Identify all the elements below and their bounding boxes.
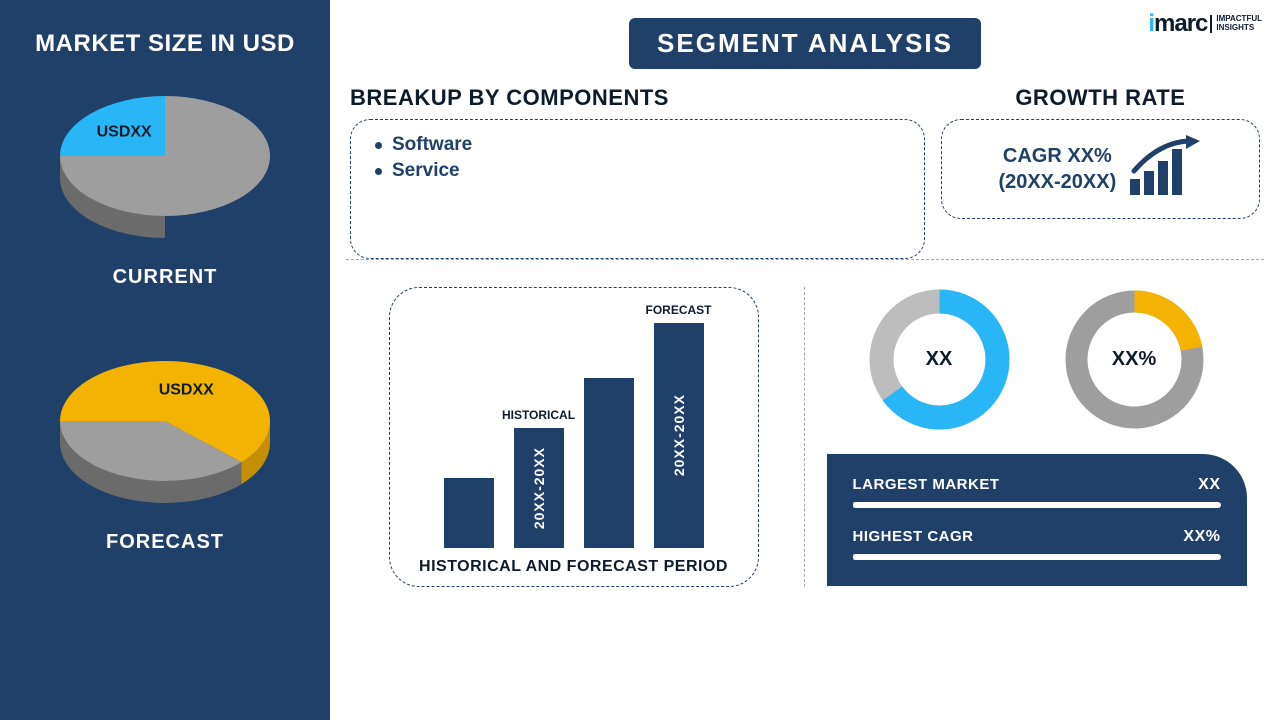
breakup-title: BREAKUP BY COMPONENTS bbox=[350, 85, 925, 111]
svg-text:USDXX: USDXX bbox=[159, 381, 214, 398]
donut-label: XX bbox=[867, 287, 1012, 432]
svg-text:USDXX: USDXX bbox=[97, 124, 152, 141]
growth-chart-icon bbox=[1128, 135, 1202, 204]
pie-block: USDXX CURRENT bbox=[10, 84, 320, 289]
pie-chart-icon: USDXX bbox=[50, 349, 280, 519]
brand-logo: imarc IMPACTFULINSIGHTS bbox=[1148, 10, 1262, 38]
stat-value: XX% bbox=[1183, 528, 1220, 546]
historical-forecast-column: HISTORICAL20XX-20XXFORECAST20XX-20XX HIS… bbox=[350, 273, 797, 587]
stat-bar bbox=[853, 502, 1221, 508]
growth-box: CAGR XX% (20XX-20XX) bbox=[941, 119, 1260, 219]
stat-bar-fill bbox=[853, 502, 1166, 508]
stat-label: HIGHEST CAGR bbox=[853, 528, 974, 545]
page-title-wrap: SEGMENT ANALYSIS bbox=[330, 0, 1280, 69]
donut-chart: XX% bbox=[1062, 287, 1207, 432]
bar-top-label: HISTORICAL bbox=[502, 408, 575, 422]
stat-bar bbox=[853, 554, 1221, 560]
pie-charts-container: USDXX CURRENT USDXX FORECAST bbox=[10, 84, 320, 584]
growth-column: GROWTH RATE CAGR XX% (20XX-20XX) bbox=[941, 85, 1260, 259]
bar-vertical-text: 20XX-20XX bbox=[531, 447, 547, 529]
main-content: imarc IMPACTFULINSIGHTS SEGMENT ANALYSIS… bbox=[330, 0, 1280, 720]
bar-top-label: FORECAST bbox=[646, 303, 712, 317]
historical-forecast-title: HISTORICAL AND FORECAST PERIOD bbox=[412, 558, 736, 576]
pie-block: USDXX FORECAST bbox=[10, 349, 320, 554]
growth-line2: (20XX-20XX) bbox=[998, 169, 1116, 195]
bar-vertical-text: 20XX-20XX bbox=[671, 394, 687, 476]
stat-value: XX bbox=[1198, 476, 1220, 494]
sidebar-title: MARKET SIZE IN USD bbox=[35, 30, 295, 58]
stats-column: XX XX% LARGEST MARKET XX HIGHEST CAGR XX… bbox=[813, 273, 1260, 587]
historical-forecast-box: HISTORICAL20XX-20XXFORECAST20XX-20XX HIS… bbox=[389, 287, 759, 587]
breakup-item: Software bbox=[375, 134, 906, 156]
row-history-stats: HISTORICAL20XX-20XXFORECAST20XX-20XX HIS… bbox=[330, 259, 1280, 597]
bar bbox=[584, 378, 634, 548]
breakup-box: Software Service bbox=[350, 119, 925, 259]
donut-label: XX% bbox=[1062, 287, 1207, 432]
breakup-item: Service bbox=[375, 160, 906, 182]
root: MARKET SIZE IN USD USDXX CURRENT USDXX F… bbox=[0, 0, 1280, 720]
growth-line1: CAGR XX% bbox=[998, 143, 1116, 169]
growth-text: CAGR XX% (20XX-20XX) bbox=[998, 143, 1116, 195]
stat-row: LARGEST MARKET XX bbox=[853, 476, 1221, 508]
bar-chart: HISTORICAL20XX-20XXFORECAST20XX-20XX bbox=[412, 308, 736, 548]
row-breakup-growth: BREAKUP BY COMPONENTS Software Service GR… bbox=[330, 69, 1280, 259]
breakup-list: Software Service bbox=[369, 134, 906, 182]
donut-chart: XX bbox=[867, 287, 1012, 432]
logo-main-text: marc bbox=[1154, 10, 1207, 37]
sidebar: MARKET SIZE IN USD USDXX CURRENT USDXX F… bbox=[0, 0, 330, 720]
stat-panel: LARGEST MARKET XX HIGHEST CAGR XX% bbox=[827, 454, 1247, 586]
stat-label: LARGEST MARKET bbox=[853, 476, 1000, 493]
bar: HISTORICAL20XX-20XX bbox=[514, 428, 564, 548]
pie-label: CURRENT bbox=[113, 266, 218, 289]
logo-subtext: IMPACTFULINSIGHTS bbox=[1210, 15, 1262, 33]
logo-text: imarc bbox=[1148, 10, 1207, 38]
logo-sub-line1: IMPACTFUL bbox=[1216, 14, 1262, 23]
donut-charts: XX XX% bbox=[867, 287, 1207, 432]
pie-label: FORECAST bbox=[106, 531, 224, 554]
bar: FORECAST20XX-20XX bbox=[654, 323, 704, 548]
breakup-column: BREAKUP BY COMPONENTS Software Service bbox=[350, 85, 925, 259]
logo-sub-line2: INSIGHTS bbox=[1216, 23, 1254, 32]
growth-title: GROWTH RATE bbox=[941, 85, 1260, 111]
pie-chart-icon: USDXX bbox=[50, 84, 280, 254]
stat-bar-fill bbox=[853, 554, 1129, 560]
stat-row: HIGHEST CAGR XX% bbox=[853, 528, 1221, 560]
page-title: SEGMENT ANALYSIS bbox=[629, 18, 981, 69]
bar bbox=[444, 478, 494, 548]
